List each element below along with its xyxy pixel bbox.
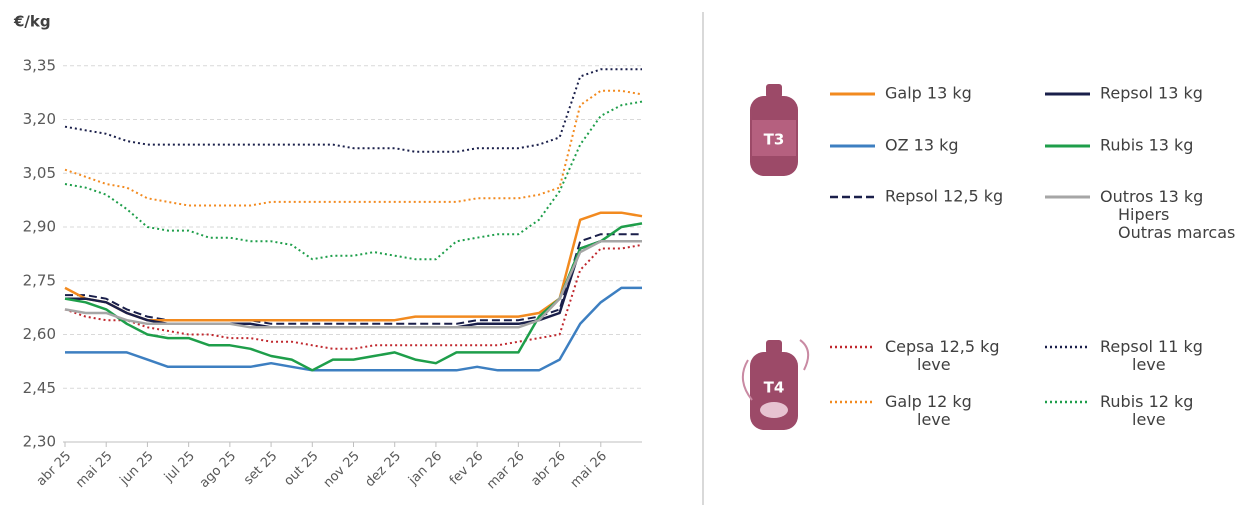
y-axis-label: €/kg xyxy=(13,13,51,31)
y-tick-label: 3,20 xyxy=(23,110,56,128)
cylinder-label: T3 xyxy=(764,131,785,149)
cylinder-label: T4 xyxy=(764,379,785,397)
y-tick-label: 3,05 xyxy=(23,164,56,182)
series-line xyxy=(65,240,642,329)
legend-label: Repsol 12,5 kg xyxy=(885,187,1003,206)
legend-label: Outros 13 kg Hipers Outras marcas xyxy=(1100,187,1235,242)
y-tick-label: 3,35 xyxy=(23,56,56,74)
y-tick-label: 2,45 xyxy=(23,379,56,397)
x-tick-label: abr 25 xyxy=(34,449,74,489)
x-tick-label: nov 25 xyxy=(321,449,363,491)
series-line xyxy=(64,211,643,322)
x-tick-label: abr 26 xyxy=(528,449,568,489)
y-tick-label: 2,90 xyxy=(23,218,56,236)
legend-label: OZ 13 kg xyxy=(885,136,959,155)
series-line xyxy=(64,100,643,261)
x-tick-label: dez 25 xyxy=(362,449,404,491)
x-tick-label: mar 26 xyxy=(484,449,528,493)
series-line xyxy=(64,243,643,350)
x-tick-label: mai 25 xyxy=(73,449,115,491)
series-line xyxy=(64,240,642,329)
legend-label: Rubis 12 kg leve xyxy=(1100,392,1193,429)
series-line xyxy=(65,233,642,325)
legend-label: Rubis 13 kg xyxy=(1100,136,1193,155)
x-tick-label: ago 25 xyxy=(197,449,239,491)
legend-label: Galp 12 kg leve xyxy=(885,392,972,429)
series-line xyxy=(64,89,643,207)
cylinder-t3: T3 xyxy=(750,84,798,176)
x-tick-label: fev 26 xyxy=(447,449,487,489)
x-tick-label: jul 25 xyxy=(161,449,198,486)
x-tick-label: jan 26 xyxy=(405,449,445,489)
legend-label: Repsol 11 kg leve xyxy=(1100,337,1203,374)
y-tick-label: 2,60 xyxy=(23,325,56,343)
series-line xyxy=(65,286,642,372)
legend-label: Cepsa 12,5 kg leve xyxy=(885,337,1000,374)
legend-label: Galp 13 kg xyxy=(885,84,972,103)
x-tick-label: jun 25 xyxy=(117,449,157,489)
cylinder-t4: T4 xyxy=(741,339,810,430)
y-tick-label: 2,30 xyxy=(23,433,56,451)
x-tick-label: out 25 xyxy=(281,449,321,489)
x-tick-label: mai 26 xyxy=(568,449,610,491)
y-tick-label: 2,75 xyxy=(23,271,56,289)
series-line xyxy=(64,68,642,153)
series-line xyxy=(64,222,643,372)
x-tick-label: set 25 xyxy=(241,449,280,488)
legend-label: Repsol 13 kg xyxy=(1100,84,1203,103)
